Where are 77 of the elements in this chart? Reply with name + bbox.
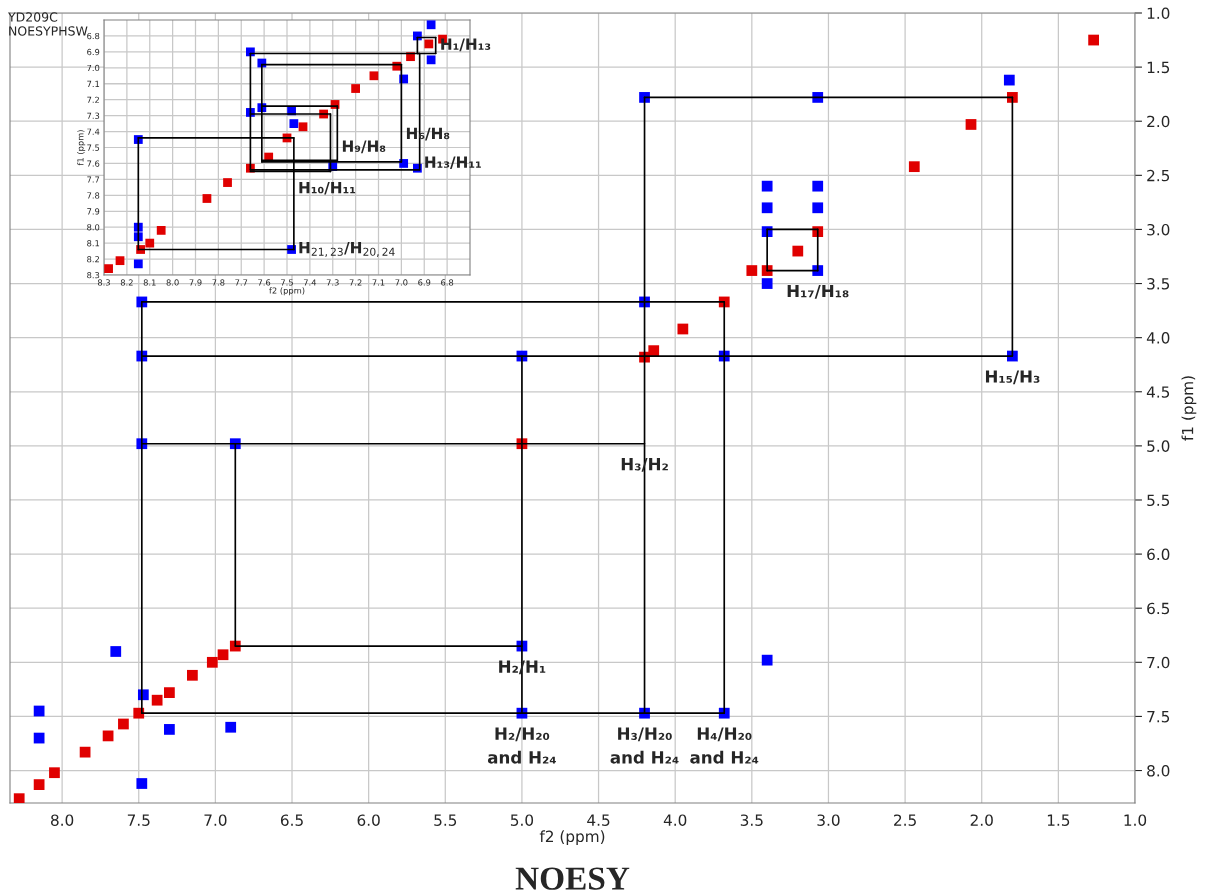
x-tick-label: 1.0 (1124, 814, 1147, 826)
x-tick-label: 8.2 (120, 279, 133, 286)
x-tick-label: 5.5 (434, 814, 457, 826)
x-tick-label: 7.4 (303, 279, 317, 286)
y-tick-label: 8.0 (87, 224, 100, 231)
x-tick-label: 8.0 (51, 814, 74, 826)
y-tick-label: 3.0 (1147, 223, 1170, 236)
x-axis-title: f2 (ppm) (269, 287, 305, 296)
y-tick-label: 7.2 (87, 96, 99, 103)
text: NOESY (515, 867, 630, 890)
x-tick-label: 8.3 (97, 279, 110, 286)
y-tick-label: 7.0 (87, 64, 100, 72)
y-tick-label: 7.0 (1147, 656, 1170, 669)
y-tick-label: 5.0 (1147, 440, 1170, 452)
x-tick-label: 7.5 (127, 814, 150, 826)
y-tick-label: 6.0 (1147, 548, 1170, 561)
y-tick-label: 1.0 (1147, 7, 1170, 20)
x-tick-label: 7.9 (189, 279, 202, 286)
annotation: H₁₃/H₁₁ (425, 156, 481, 170)
y-tick-label: 8.1 (87, 240, 100, 247)
y-axis-title: f1 (ppm) (77, 130, 86, 166)
annotation: H₃/H₂₀ and H₂₄ (610, 727, 679, 764)
y-tick-label: 4.0 (1146, 332, 1170, 344)
x-tick-label: 8.1 (143, 279, 156, 286)
annotation: H$_{21,23}$/H$_{20,24}$ (299, 242, 395, 257)
y-tick-label: 7.1 (87, 80, 100, 87)
x-tick-label: 5.0 (510, 814, 534, 826)
x-tick-label: 8.0 (166, 279, 179, 286)
x-tick-label: 7.0 (395, 279, 408, 286)
x-tick-label: 2.5 (894, 814, 916, 826)
x-tick-label: 7.1 (372, 279, 385, 286)
annotation: H₁/H₁₃ (441, 38, 491, 52)
y-tick-label: 2.5 (1147, 169, 1170, 182)
x-tick-label: 6.9 (418, 279, 431, 286)
x-axis-title: f2 (ppm) (539, 830, 605, 846)
x-tick-label: 2.0 (970, 814, 993, 826)
y-tick-label: 7.7 (87, 176, 100, 183)
x-tick-label: 7.2 (349, 279, 362, 286)
x-tick-label: 3.0 (817, 814, 840, 826)
x-tick-label: 6.8 (441, 279, 454, 286)
annotation: H₁₅/H₃ (985, 370, 1040, 385)
x-tick-label: 6.0 (357, 814, 380, 826)
annotation: YD209C NOESYPHSW (7, 12, 88, 36)
y-tick-label: 5.5 (1147, 494, 1170, 507)
x-tick-label: 7.5 (281, 279, 293, 286)
x-tick-label: 7.0 (204, 814, 227, 826)
x-tick-label: 7.6 (258, 279, 271, 286)
annotation: H₄/H₂₀ and H₂₄ (690, 727, 759, 764)
y-tick-label: 7.5 (1147, 711, 1170, 723)
y-tick-label: 6.5 (1147, 602, 1170, 615)
y-tick-label: 6.8 (87, 32, 100, 40)
x-tick-label: 1.5 (1047, 814, 1070, 826)
y-tick-label: 7.5 (87, 144, 100, 151)
x-tick-label: 4.0 (663, 814, 687, 826)
y-tick-label: 2.0 (1147, 115, 1170, 128)
x-tick-label: 4.5 (587, 814, 610, 826)
y-tick-label: 8.3 (87, 271, 100, 279)
y-tick-label: 1.5 (1147, 61, 1170, 74)
x-tick-label: 6.5 (280, 814, 303, 826)
y-tick-label: 8.0 (1147, 765, 1170, 777)
annotation: H₂/H₂₀ and H₂₄ (487, 727, 556, 764)
y-axis-title: f1 (ppm) (1181, 376, 1197, 441)
x-tick-label: 7.8 (212, 279, 225, 286)
y-tick-label: 4.5 (1146, 386, 1170, 398)
y-tick-label: 6.9 (87, 48, 100, 56)
annotation: H₉/H₈ (342, 140, 386, 154)
y-tick-label: 7.6 (87, 160, 100, 167)
x-tick-label: 7.3 (326, 279, 339, 286)
x-tick-label: 3.5 (740, 814, 763, 826)
y-tick-label: 7.9 (87, 208, 100, 215)
x-tick-label: 7.7 (235, 279, 248, 286)
y-tick-label: 7.4 (87, 128, 100, 135)
y-tick-label: 7.8 (87, 192, 100, 199)
annotation: H₁₇/H₁₈ (787, 284, 849, 299)
annotation: H₁₀/H₁₁ (299, 182, 356, 195)
y-tick-label: 8.2 (87, 256, 99, 263)
y-tick-label: 7.3 (87, 112, 100, 119)
